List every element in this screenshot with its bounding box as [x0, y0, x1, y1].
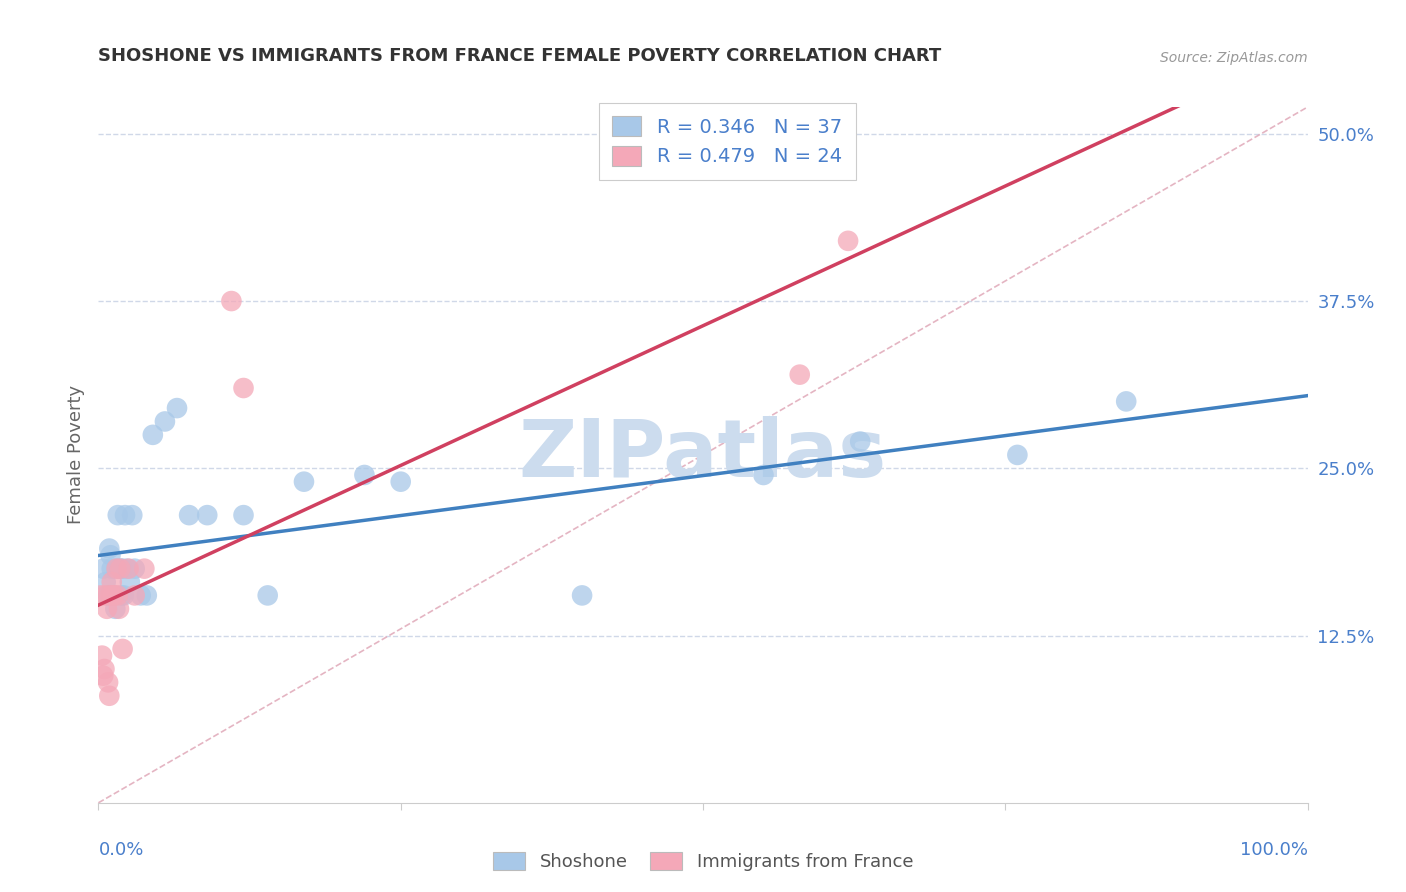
Point	[90, 589, 112, 603]
Point	[789, 368, 811, 382]
Point	[104, 602, 127, 616]
Point	[91, 648, 114, 663]
Point	[100, 548, 122, 563]
Point	[1007, 448, 1029, 462]
Point	[112, 589, 135, 603]
Point	[98, 541, 121, 556]
Point	[105, 562, 128, 576]
Point	[91, 669, 114, 683]
Point	[91, 562, 114, 576]
Point	[117, 562, 139, 576]
Point	[166, 401, 188, 416]
Point	[1115, 394, 1137, 409]
Point	[94, 589, 117, 603]
Point	[118, 575, 141, 590]
Point	[107, 589, 129, 603]
Point	[221, 294, 243, 309]
Legend: Shoshone, Immigrants from France: Shoshone, Immigrants from France	[485, 845, 921, 879]
Point	[195, 508, 218, 523]
Point	[752, 467, 775, 482]
Point	[98, 689, 121, 703]
Point	[103, 589, 125, 603]
Point	[142, 427, 165, 442]
Point	[837, 234, 859, 248]
Point	[100, 575, 122, 590]
Point	[100, 562, 122, 576]
Point	[107, 508, 129, 523]
Point	[93, 662, 115, 676]
Point	[108, 562, 131, 576]
Point	[134, 562, 156, 576]
Point	[111, 562, 134, 576]
Point	[129, 589, 152, 603]
Point	[571, 589, 593, 603]
Point	[232, 508, 254, 523]
Point	[389, 475, 412, 489]
Point	[101, 589, 124, 603]
Point	[103, 589, 125, 603]
Point	[179, 508, 201, 523]
Point	[108, 562, 131, 576]
Point	[96, 602, 118, 616]
Point	[97, 675, 120, 690]
Point	[114, 508, 136, 523]
Point	[153, 414, 176, 429]
Point	[108, 602, 131, 616]
Point	[97, 589, 120, 603]
Point	[256, 589, 278, 603]
Text: 100.0%: 100.0%	[1240, 841, 1308, 859]
Point	[849, 434, 872, 449]
Text: Source: ZipAtlas.com: Source: ZipAtlas.com	[1160, 52, 1308, 65]
Point	[232, 381, 254, 395]
Point	[118, 562, 141, 576]
Point	[124, 589, 146, 603]
Point	[100, 589, 122, 603]
Point	[124, 562, 146, 576]
Point	[105, 562, 128, 576]
Legend: R = 0.346   N = 37, R = 0.479   N = 24: R = 0.346 N = 37, R = 0.479 N = 24	[599, 103, 856, 180]
Point	[292, 475, 315, 489]
Point	[353, 467, 375, 482]
Point	[101, 589, 124, 603]
Point	[110, 589, 132, 603]
Point	[135, 589, 157, 603]
Text: ZIPatlas: ZIPatlas	[519, 416, 887, 494]
Point	[121, 508, 143, 523]
Text: SHOSHONE VS IMMIGRANTS FROM FRANCE FEMALE POVERTY CORRELATION CHART: SHOSHONE VS IMMIGRANTS FROM FRANCE FEMAL…	[98, 47, 942, 65]
Y-axis label: Female Poverty: Female Poverty	[66, 385, 84, 524]
Point	[94, 575, 117, 590]
Text: 0.0%: 0.0%	[98, 841, 143, 859]
Point	[111, 642, 134, 657]
